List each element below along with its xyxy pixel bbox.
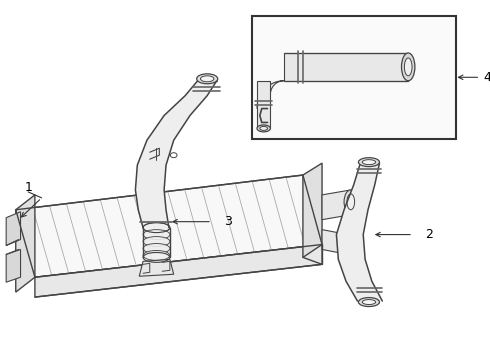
Text: 3: 3: [224, 215, 232, 228]
Bar: [252, 16, 456, 139]
Polygon shape: [322, 190, 351, 220]
Ellipse shape: [143, 251, 170, 260]
Polygon shape: [303, 163, 322, 257]
Polygon shape: [6, 212, 21, 246]
Ellipse shape: [401, 53, 415, 81]
Polygon shape: [337, 163, 382, 301]
Text: 4: 4: [483, 71, 490, 84]
Ellipse shape: [196, 74, 218, 84]
Polygon shape: [6, 249, 21, 282]
Polygon shape: [16, 175, 322, 277]
Polygon shape: [322, 230, 348, 255]
Text: 1: 1: [24, 181, 32, 194]
Ellipse shape: [358, 298, 379, 306]
Polygon shape: [135, 81, 217, 228]
Ellipse shape: [143, 223, 170, 233]
Ellipse shape: [358, 158, 379, 167]
Polygon shape: [16, 195, 35, 292]
Ellipse shape: [362, 300, 376, 305]
Ellipse shape: [347, 194, 355, 210]
Ellipse shape: [344, 190, 358, 214]
Polygon shape: [35, 244, 322, 297]
Ellipse shape: [200, 76, 214, 82]
Ellipse shape: [362, 159, 376, 165]
Polygon shape: [257, 81, 284, 109]
Ellipse shape: [171, 153, 177, 158]
Polygon shape: [257, 81, 270, 129]
Ellipse shape: [404, 58, 412, 76]
Ellipse shape: [143, 237, 170, 247]
Text: 2: 2: [425, 228, 433, 241]
Ellipse shape: [341, 234, 355, 255]
Ellipse shape: [257, 125, 270, 132]
Ellipse shape: [143, 230, 170, 239]
Polygon shape: [139, 260, 173, 276]
Ellipse shape: [143, 243, 170, 253]
Polygon shape: [284, 53, 408, 81]
Ellipse shape: [260, 126, 268, 130]
